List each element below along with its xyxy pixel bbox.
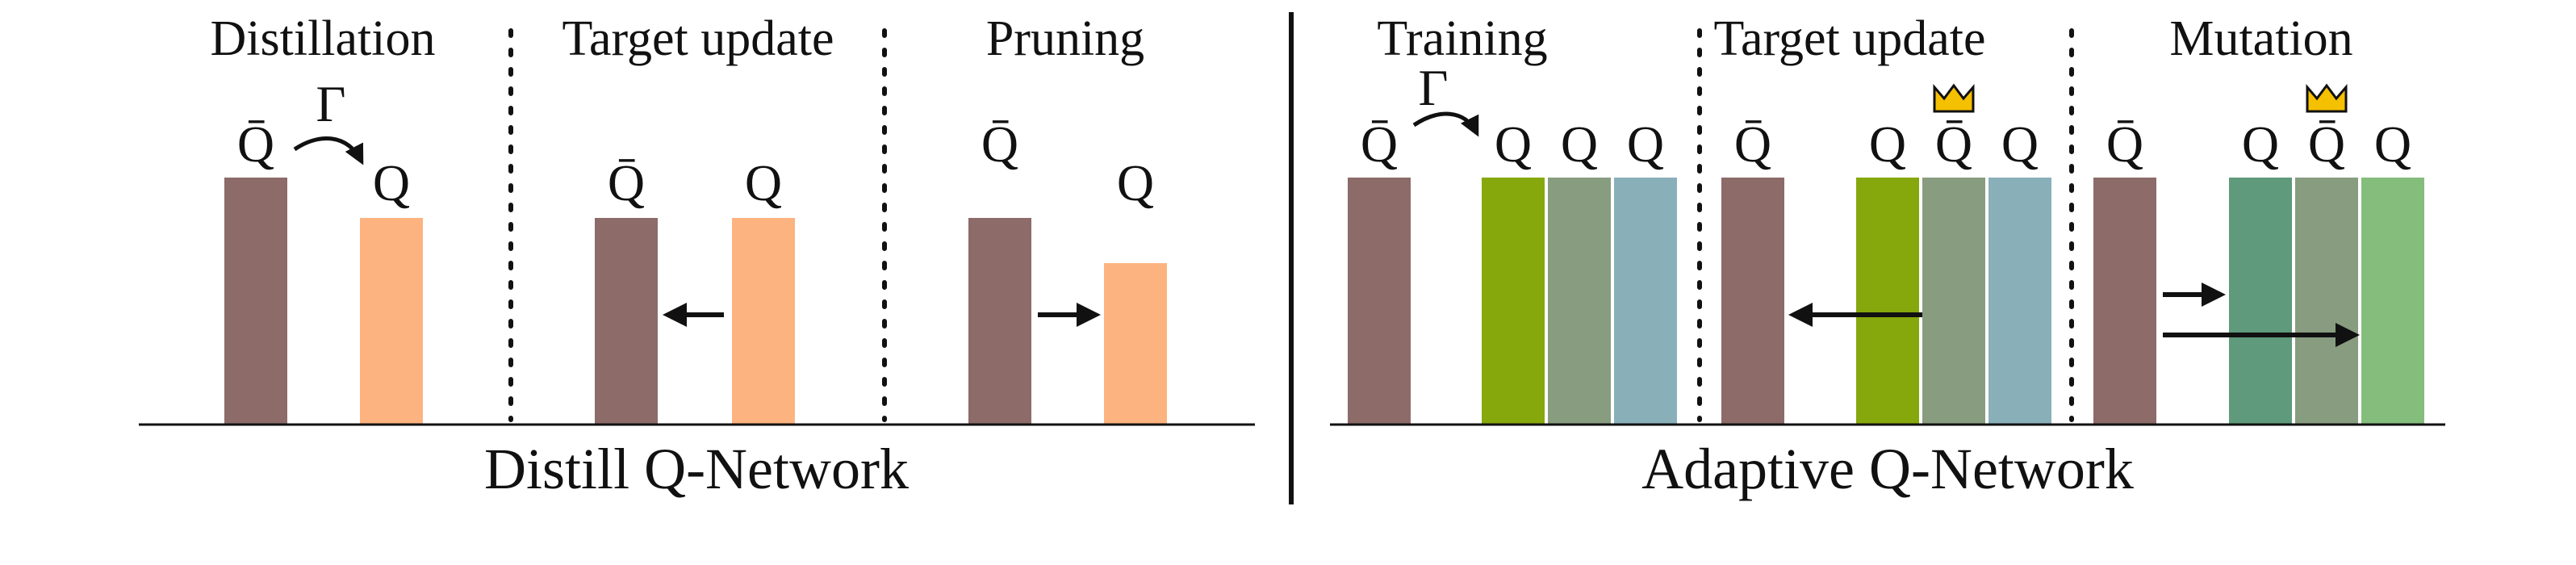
q-bar-label-4: Q̄ bbox=[1361, 115, 1398, 173]
crown-icon bbox=[1933, 83, 1975, 113]
gamma-label-2: Γ bbox=[1419, 59, 1449, 116]
q-label: Q bbox=[373, 154, 410, 211]
distill-target-bar-3 bbox=[968, 218, 1031, 424]
crown-icon bbox=[2306, 83, 2348, 113]
adaptive-stage-title-mutation: Mutation bbox=[2169, 11, 2352, 66]
distill-target-bar bbox=[224, 178, 287, 424]
adaptive-stage-title-target-update: Target update bbox=[1713, 11, 1985, 66]
adaptive-online-bar-2 bbox=[1548, 178, 1611, 424]
adaptive-online-bar-1 bbox=[1482, 178, 1545, 424]
gamma-label: Γ bbox=[316, 75, 346, 132]
q-label-8: Q bbox=[2001, 115, 2039, 173]
q-bar-label-3: Q̄ bbox=[981, 115, 1018, 173]
adaptive-target-bar-2 bbox=[1721, 178, 1784, 424]
adaptive-target-bar bbox=[1348, 178, 1411, 424]
q-bar-label-6: Q̄ bbox=[2106, 115, 2143, 173]
curved-arrow-icon bbox=[293, 136, 364, 165]
q-bar-label-best: Q̄ bbox=[1935, 115, 1972, 173]
q-label-10: Q bbox=[2374, 115, 2411, 173]
adaptive-caption: Adaptive Q-Network bbox=[1641, 437, 2134, 501]
distill-online-bar-2 bbox=[732, 218, 795, 424]
distill-online-bar bbox=[360, 218, 423, 424]
adaptive-online-bar-4 bbox=[1856, 178, 1919, 424]
distill-stage-title-distillation: Distillation bbox=[211, 11, 436, 66]
adaptive-online-bar-6 bbox=[1988, 178, 2051, 424]
adaptive-online-bar-3 bbox=[1614, 178, 1677, 424]
q-bar-label-best-2: Q̄ bbox=[2308, 115, 2345, 173]
q-label-3: Q bbox=[1117, 154, 1154, 211]
q-label-6: Q bbox=[1627, 115, 1664, 173]
distill-stage-title-pruning: Pruning bbox=[986, 11, 1144, 66]
adaptive-panel: Training Target update Mutation Q̄ Q Q Q… bbox=[1330, 11, 2445, 501]
q-label-7: Q bbox=[1869, 115, 1906, 173]
q-label-5: Q bbox=[1561, 115, 1598, 173]
curved-arrow-icon bbox=[1412, 111, 1479, 137]
q-bar-label-2: Q̄ bbox=[608, 154, 645, 211]
distill-panel: Distillation Target update Pruning Q̄ Q … bbox=[139, 11, 1255, 501]
adaptive-online-bar-best bbox=[1922, 178, 1985, 424]
q-bar-label-5: Q̄ bbox=[1734, 115, 1771, 173]
distill-caption: Distill Q-Network bbox=[484, 437, 909, 501]
adaptive-mutated-bar-2 bbox=[2361, 178, 2424, 424]
distill-stage-title-target-update: Target update bbox=[562, 11, 834, 66]
q-label-9: Q bbox=[2242, 115, 2279, 173]
adaptive-target-bar-3 bbox=[2093, 178, 2156, 424]
q-label-4: Q bbox=[1495, 115, 1532, 173]
distill-online-bar-pruned bbox=[1104, 263, 1167, 424]
adaptive-stage-title-training: Training bbox=[1377, 11, 1547, 66]
adaptive-online-bar-best-2 bbox=[2295, 178, 2358, 424]
q-label-2: Q bbox=[745, 154, 782, 211]
adaptive-mutated-bar-1 bbox=[2229, 178, 2292, 424]
distill-target-bar-2 bbox=[595, 218, 658, 424]
q-bar-label: Q̄ bbox=[237, 115, 274, 173]
